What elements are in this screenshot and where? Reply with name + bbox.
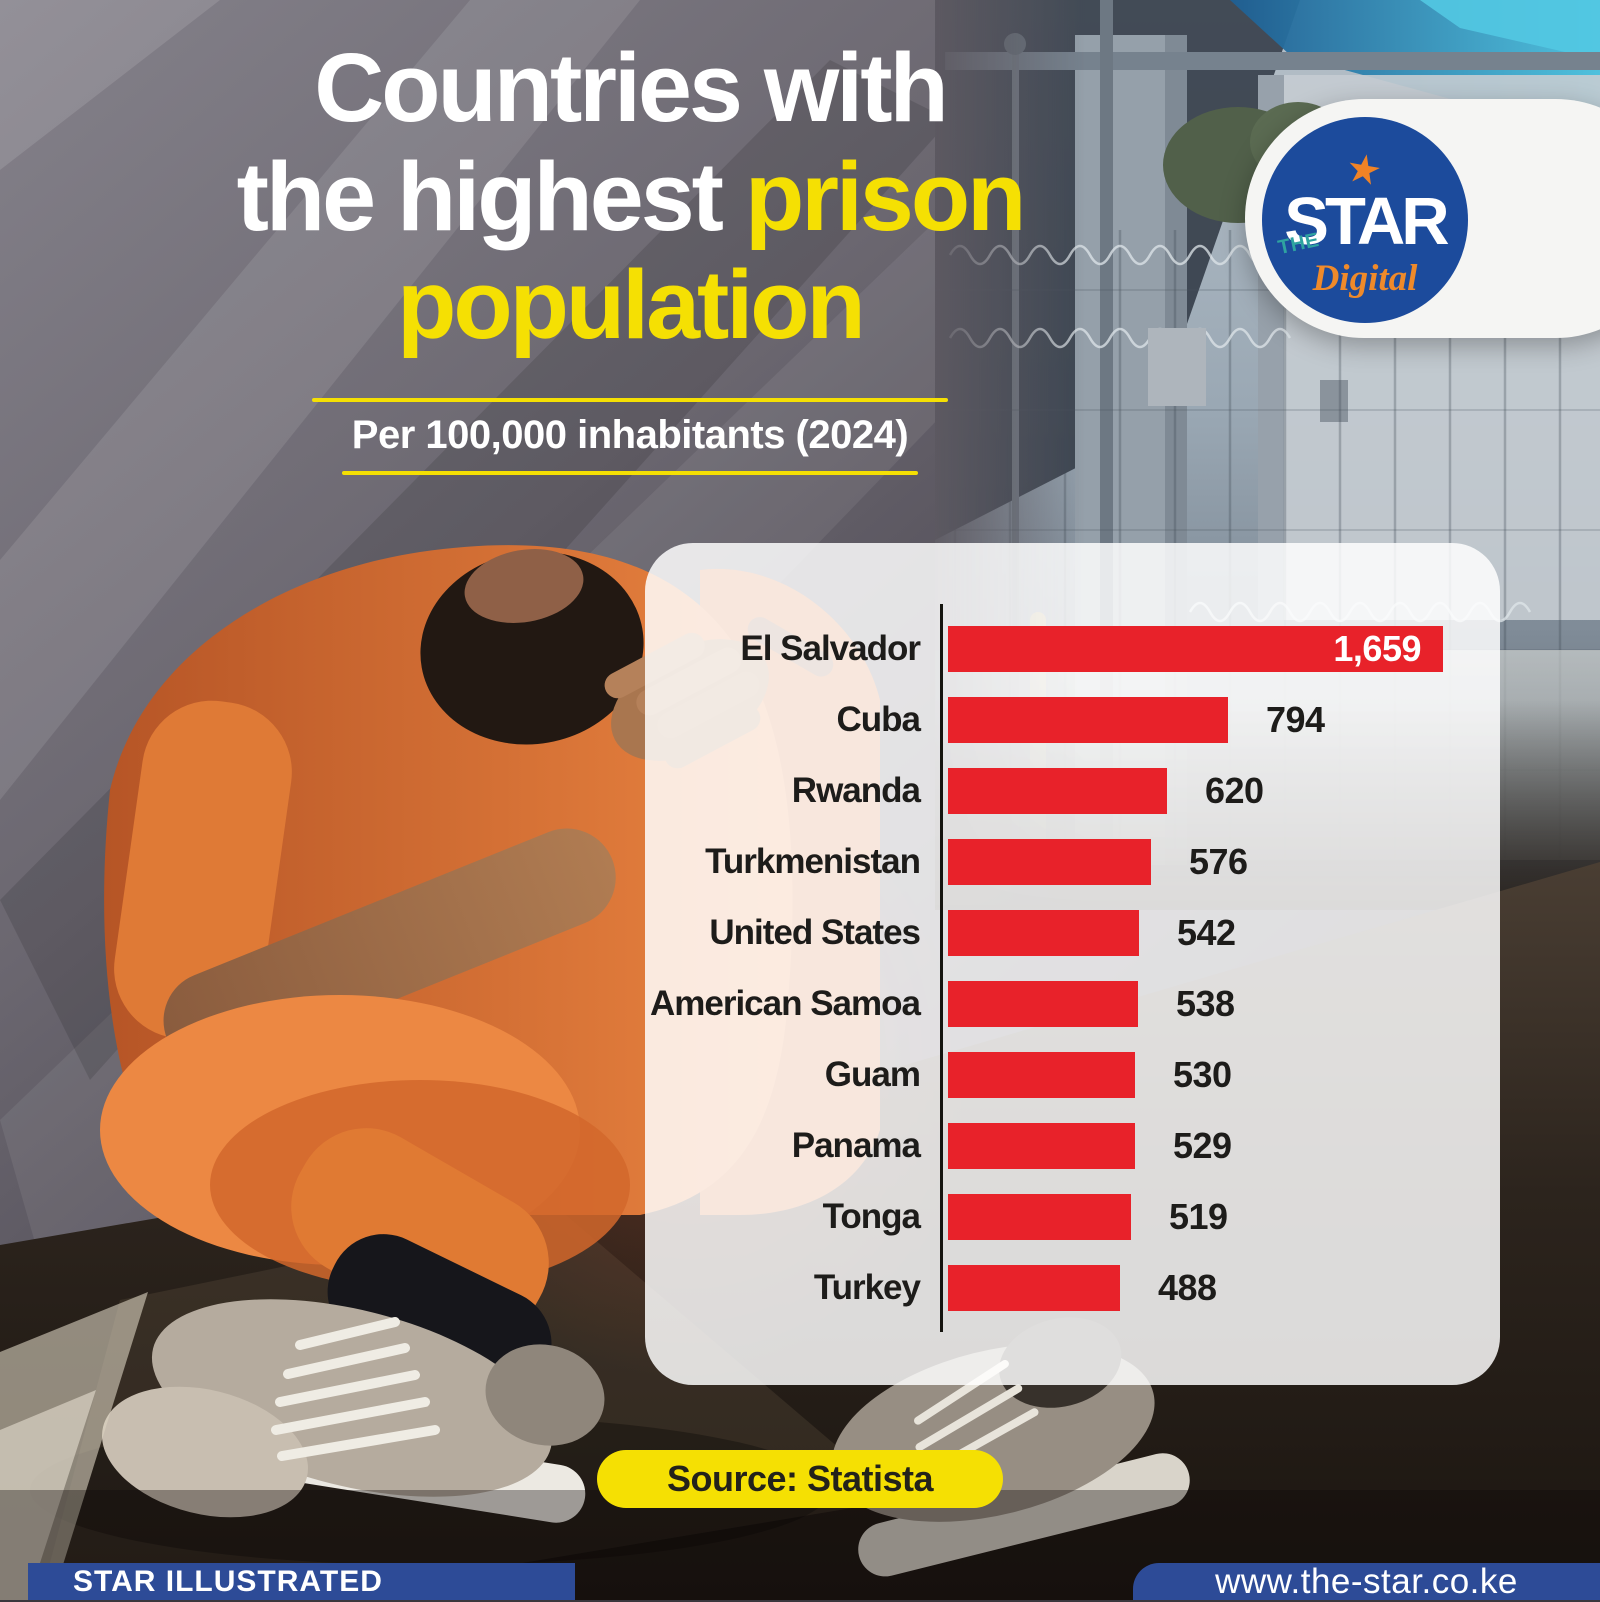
chart-baseline-axis	[940, 604, 943, 1332]
black-sock	[327, 1234, 552, 1402]
corner-light	[0, 0, 220, 170]
bar: 1,659	[948, 625, 1443, 672]
chart-subtitle: Per 100,000 inhabitants (2024)	[351, 413, 909, 457]
bar-value: 794	[1266, 698, 1325, 740]
chart-row: Cuba 794	[645, 684, 1500, 755]
bald-spot	[464, 549, 584, 623]
bar	[948, 838, 1151, 885]
bar-label: Guam	[824, 1054, 921, 1094]
bar	[948, 1264, 1120, 1311]
bar-label: Panama	[791, 1125, 921, 1165]
bar-value: 620	[1205, 769, 1264, 811]
divider-line	[312, 398, 948, 402]
bar-value: 519	[1169, 1195, 1228, 1237]
source-badge: Source: Statista	[597, 1450, 1003, 1508]
title-line-1: Countries with	[314, 33, 949, 142]
title-line-2: the highest prison	[90, 141, 1170, 252]
title-line-2-white: the highest	[236, 141, 724, 251]
chart-row: American Samoa 538	[645, 968, 1500, 1039]
chart-row: United States 542	[645, 897, 1500, 968]
chart-row: Tonga 519	[645, 1181, 1500, 1252]
bar-label: Turkmenistan	[705, 841, 921, 881]
left-sneaker	[102, 1299, 605, 1523]
divider-line	[342, 471, 918, 475]
bar-label: United States	[709, 912, 921, 952]
bar	[948, 1193, 1131, 1240]
bar	[948, 696, 1228, 743]
bar	[948, 767, 1167, 814]
fence-box	[1148, 328, 1206, 406]
title-line-3: population	[397, 250, 866, 360]
logo-digital-text: Digital	[1312, 258, 1418, 299]
chart-row: Turkey 488	[645, 1252, 1500, 1323]
bar	[948, 1051, 1135, 1098]
bar-label: Cuba	[836, 699, 922, 739]
bar-label: Turkey	[813, 1267, 921, 1307]
bar	[948, 980, 1138, 1027]
bar-label: Tonga	[822, 1196, 921, 1236]
bar-value: 530	[1173, 1053, 1232, 1095]
bar-value: 576	[1189, 840, 1248, 882]
chart-row: Guam 530	[645, 1039, 1500, 1110]
chart-row: Panama 529	[645, 1110, 1500, 1181]
bar-chart: El Salvador 1,659 Cuba 794 Rwanda 620 Turkmeni…	[645, 613, 1500, 1323]
bar-value: 488	[1158, 1266, 1217, 1308]
bar-value: 529	[1173, 1124, 1232, 1166]
bar-value: 538	[1176, 982, 1235, 1024]
bar-label: El Salvador	[740, 628, 921, 668]
chart-card: El Salvador 1,659 Cuba 794 Rwanda 620 Turkmeni…	[645, 543, 1500, 1385]
bar-value: 1,659	[1333, 627, 1421, 669]
bar-value: 542	[1177, 911, 1236, 953]
star-digital-logo: ★ STAR THE Digital	[1245, 99, 1600, 338]
building-door	[1320, 380, 1348, 422]
poster-title: Countries with the highest prison populat…	[90, 33, 1170, 360]
logo-circle: ★ STAR THE Digital	[1262, 117, 1468, 323]
footer-website-url: www.the-star.co.ke	[1133, 1562, 1600, 1601]
chart-row: Turkmenistan 576	[645, 826, 1500, 897]
prisoner-figure	[30, 545, 1190, 1577]
bar-label: American Samoa	[649, 983, 921, 1023]
bar	[948, 1122, 1135, 1169]
laces	[271, 1317, 440, 1461]
title-line-2-yellow: prison	[744, 141, 1026, 251]
logo-star-text: STAR	[1284, 184, 1449, 259]
bar	[948, 909, 1139, 956]
chart-row: El Salvador 1,659	[645, 613, 1500, 684]
subtitle-block: Per 100,000 inhabitants (2024)	[140, 398, 1120, 475]
bar-label: Rwanda	[791, 770, 921, 810]
chart-row: Rwanda 620	[645, 755, 1500, 826]
footer-star-illustrated: STAR ILLUSTRATED	[28, 1563, 575, 1600]
